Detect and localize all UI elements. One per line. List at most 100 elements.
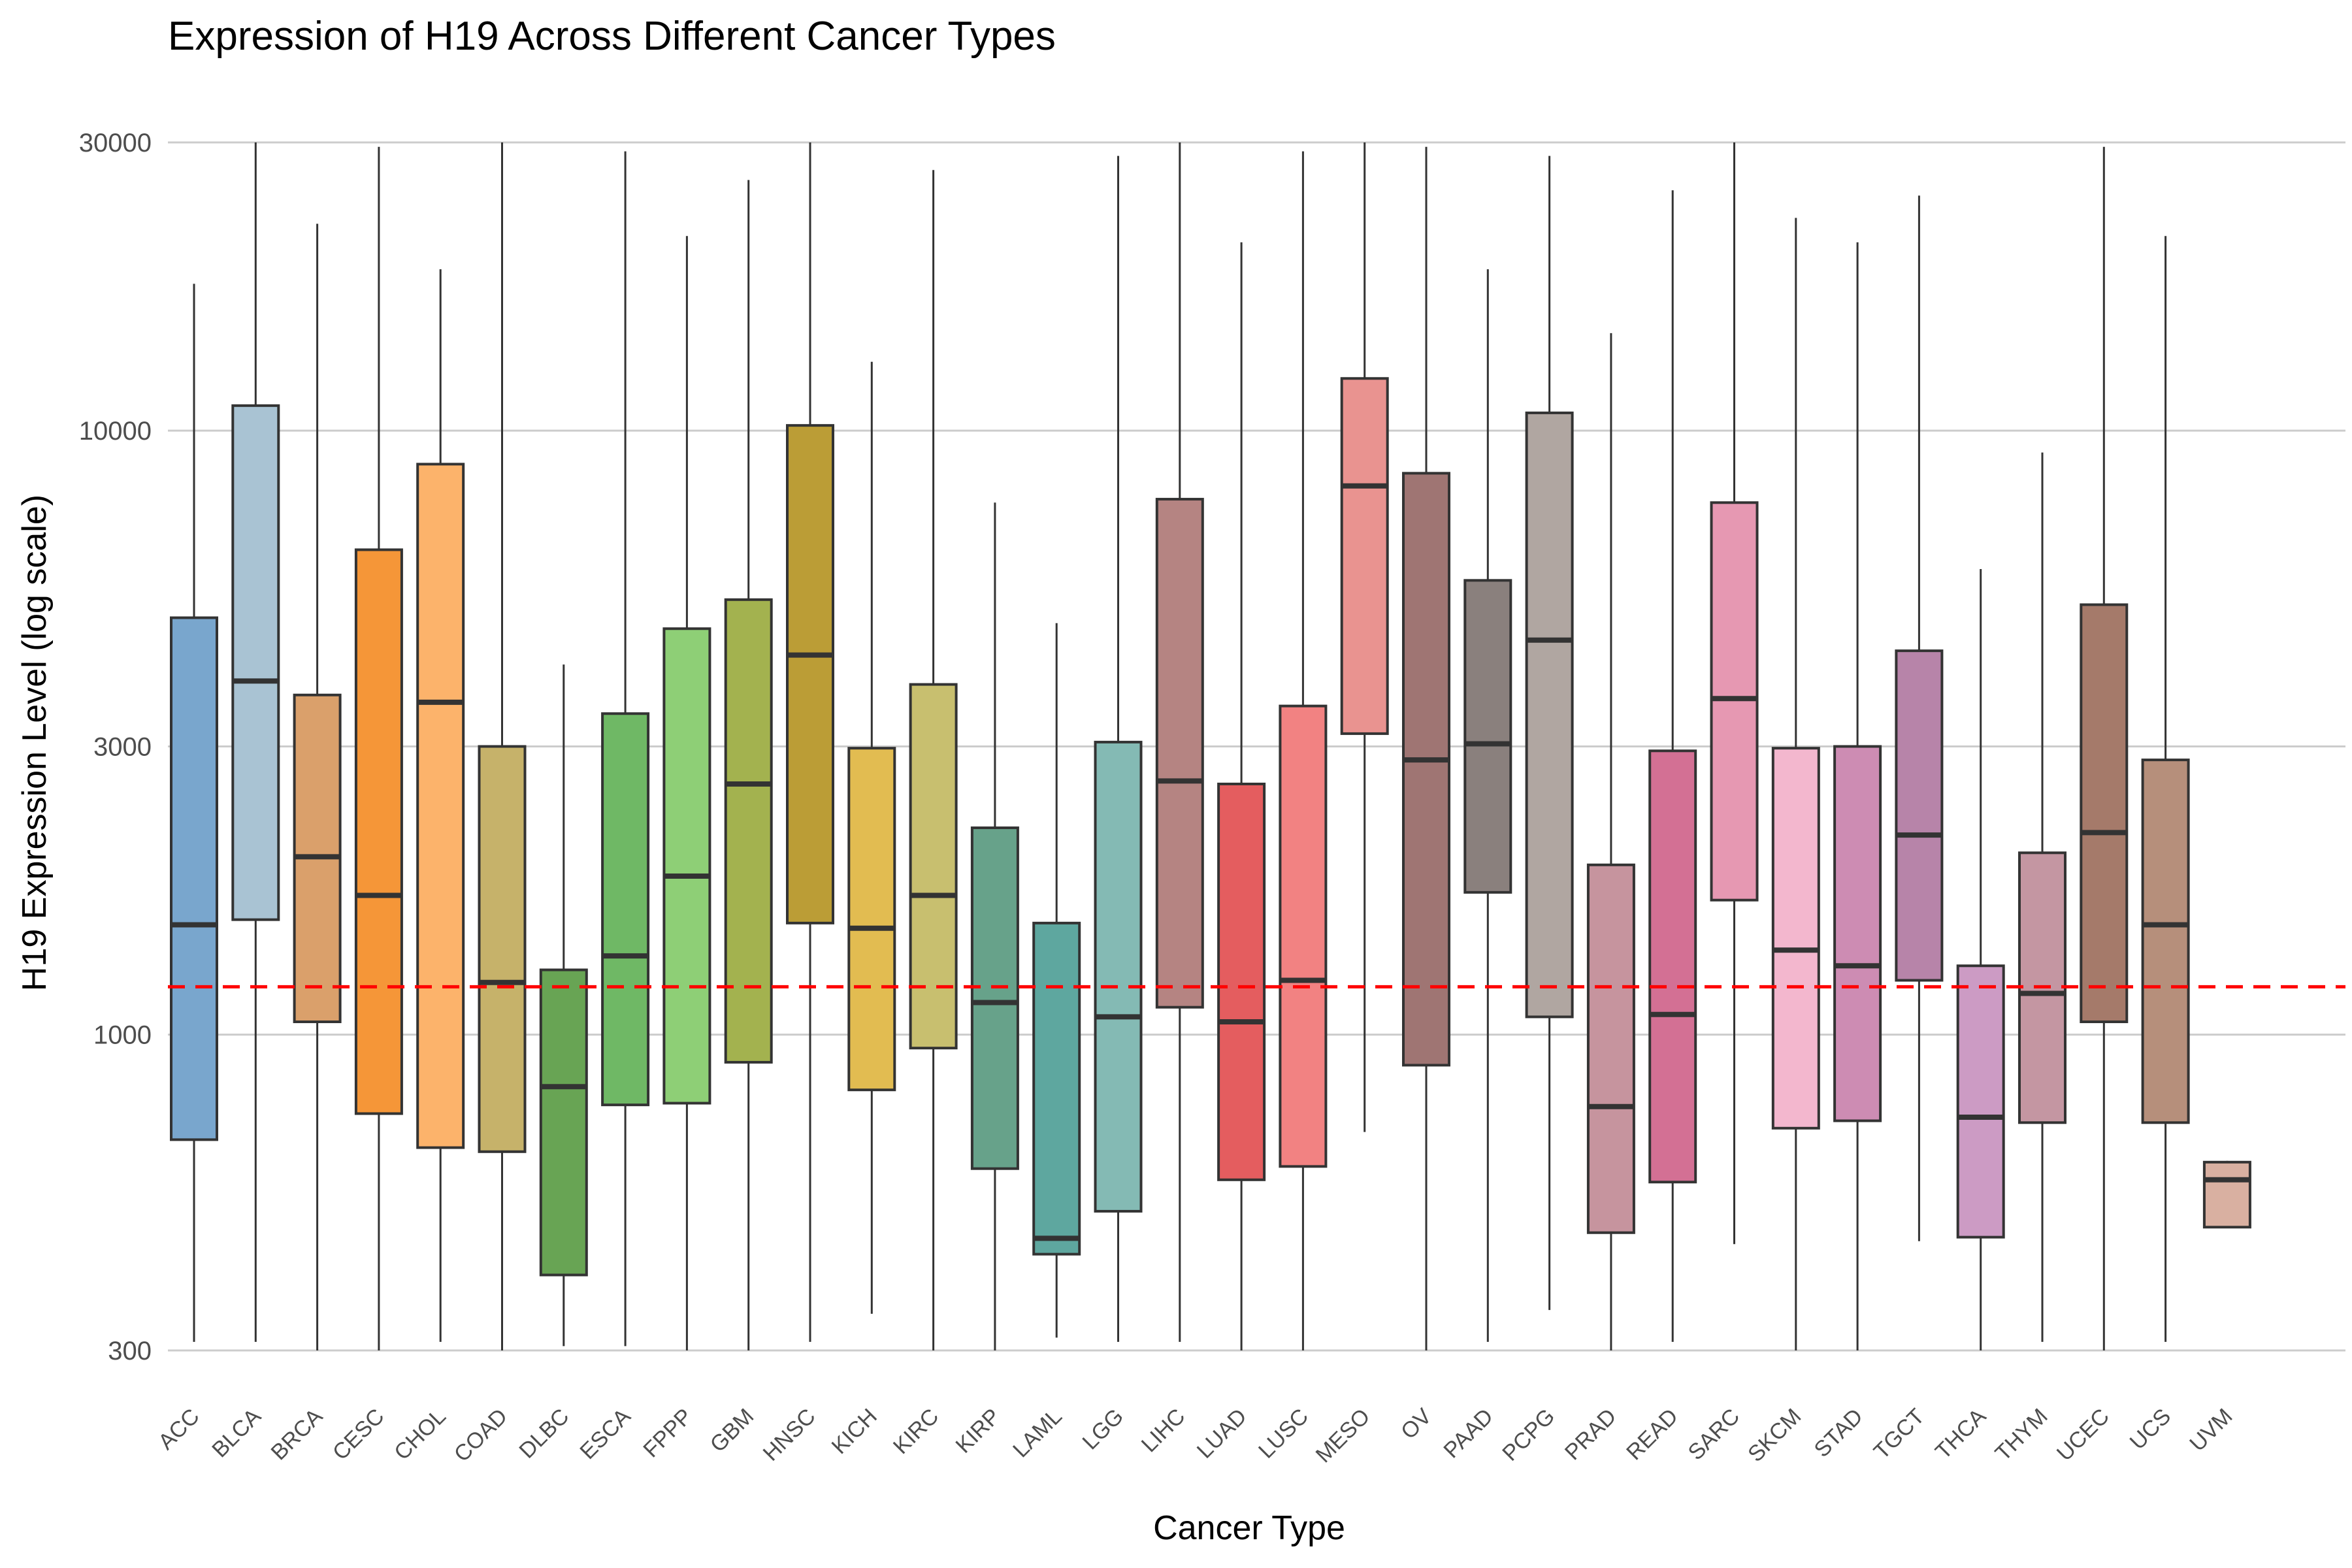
x-tick-label: LIHC <box>1137 1404 1190 1458</box>
box-body <box>170 616 218 1141</box>
box-body <box>724 598 773 1064</box>
x-tick-label: UCEC <box>2052 1404 2114 1466</box>
box-dlbc <box>539 664 588 1347</box>
box-esca <box>601 151 650 1347</box>
box-ucs <box>2141 236 2190 1342</box>
box-gbm <box>724 180 773 1350</box>
box-kirc <box>909 170 958 1350</box>
box-fppp <box>662 236 711 1350</box>
box-sarc <box>1710 142 1759 1245</box>
box-body <box>1586 863 1635 1234</box>
box-body <box>970 826 1019 1170</box>
y-tick-label: 10000 <box>79 417 152 446</box>
box-ucec <box>2080 146 2129 1350</box>
box-body <box>1648 749 1697 1184</box>
box-body <box>2080 603 2129 1024</box>
box-meso <box>1340 142 1389 1132</box>
x-tick-label: PRAD <box>1560 1404 1622 1465</box>
x-tick-label: TGCT <box>1869 1404 1929 1464</box>
box-body <box>601 712 650 1107</box>
box-body <box>1710 501 1759 902</box>
box-plots <box>170 142 2251 1350</box>
x-tick-label: KIRP <box>951 1404 1005 1458</box>
box-stad <box>1833 242 1882 1350</box>
y-tick-label: 1000 <box>93 1021 152 1050</box>
box-body <box>1771 747 1820 1130</box>
box-body <box>1463 579 1512 894</box>
box-body <box>786 424 834 924</box>
x-tick-label: KIRC <box>889 1404 943 1459</box>
x-tick-label: ESCA <box>575 1404 636 1465</box>
box-thca <box>1956 568 2005 1350</box>
x-tick-label: BRCA <box>267 1404 328 1465</box>
box-body <box>1525 411 1574 1019</box>
box-body <box>1402 472 1450 1067</box>
y-axis-title: H19 Expression Level (log scale) <box>16 495 54 991</box>
box-body <box>1895 649 1944 982</box>
box-body <box>1217 782 1266 1181</box>
box-body <box>478 745 527 1153</box>
y-tick-label: 30000 <box>79 129 152 157</box>
box-body <box>1956 964 2005 1239</box>
box-tgct <box>1895 195 1944 1241</box>
x-tick-label: LUAD <box>1192 1404 1252 1463</box>
y-tick-label: 3000 <box>93 733 152 762</box>
box-chol <box>416 269 465 1342</box>
box-body <box>909 683 958 1050</box>
x-tick-label: ACC <box>154 1404 204 1455</box>
box-blca <box>231 142 280 1342</box>
x-tick-label: PCPG <box>1497 1404 1560 1466</box>
x-tick-label: GBM <box>706 1404 759 1458</box>
x-tick-label: CHOL <box>389 1404 451 1465</box>
box-body <box>539 968 588 1277</box>
x-tick-label: READ <box>1622 1404 1683 1465</box>
box-kirp <box>970 502 1019 1350</box>
x-tick-label: LGG <box>1078 1404 1129 1455</box>
box-body <box>416 463 465 1149</box>
box-cesc <box>354 146 403 1350</box>
box-lihc <box>1155 142 1204 1342</box>
x-tick-label: THYM <box>1991 1404 2053 1466</box>
x-tick-label: UCS <box>2125 1404 2176 1455</box>
box-body <box>1833 745 1882 1122</box>
box-body <box>2202 1160 2251 1229</box>
box-prad <box>1586 333 1635 1350</box>
x-tick-label: MESO <box>1311 1404 1375 1468</box>
box-luad <box>1217 242 1266 1350</box>
chart-title: Expression of H19 Across Different Cance… <box>168 14 1056 59</box>
x-tick-label: CESC <box>328 1404 389 1465</box>
box-body <box>354 548 403 1115</box>
box-body <box>1094 740 1143 1213</box>
box-body <box>1340 377 1389 735</box>
box-body <box>1155 498 1204 1009</box>
x-tick-label: FPPP <box>638 1404 697 1463</box>
box-laml <box>1032 623 1081 1338</box>
box-pcpg <box>1525 155 1574 1311</box>
box-paad <box>1463 269 1512 1342</box>
box-body <box>847 747 896 1092</box>
x-tick-label: KICH <box>827 1404 882 1459</box>
box-body <box>1032 921 1081 1256</box>
y-tick-label: 300 <box>108 1337 152 1365</box>
x-tick-label: SARC <box>1683 1404 1744 1465</box>
box-lgg <box>1094 155 1143 1342</box>
box-body <box>1279 704 1328 1168</box>
x-tick-label: UVM <box>2185 1404 2237 1456</box>
x-tick-label: SKCM <box>1743 1404 1806 1467</box>
box-body <box>231 404 280 921</box>
box-body <box>2141 759 2190 1124</box>
x-tick-label: COAD <box>449 1404 512 1467</box>
x-tick-label: HNSC <box>759 1404 821 1466</box>
box-thym <box>2018 452 2066 1342</box>
box-lusc <box>1279 151 1328 1350</box>
box-ov <box>1402 146 1450 1350</box>
box-uvm <box>2202 1160 2251 1229</box>
x-tick-label: THCA <box>1931 1404 1991 1465</box>
box-read <box>1648 190 1697 1342</box>
box-coad <box>478 142 527 1350</box>
y-axis-ticks: 300 1000 3000 10000 30000 <box>79 129 152 1365</box>
x-tick-label: DLBC <box>514 1404 574 1463</box>
x-tick-label: LUSC <box>1254 1404 1313 1463</box>
